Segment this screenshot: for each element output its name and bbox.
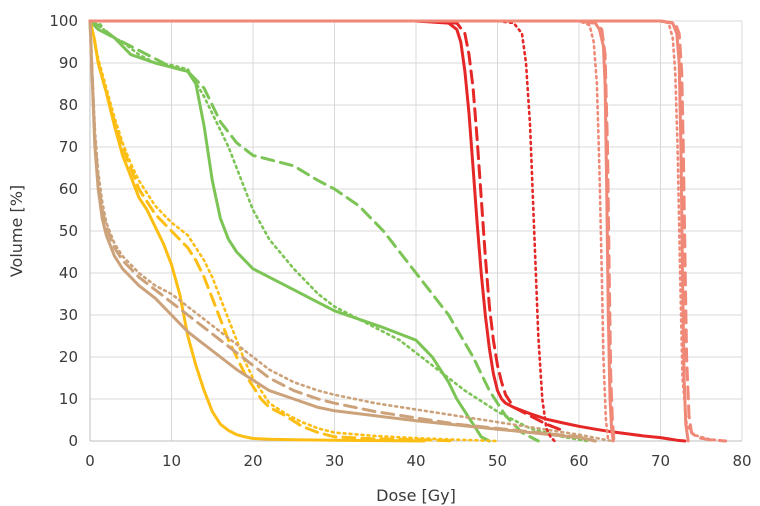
x-tick-label: 20 <box>243 452 262 470</box>
y-tick-label: 30 <box>59 306 78 324</box>
x-tick-label: 50 <box>488 452 507 470</box>
x-tick-label: 80 <box>732 452 751 470</box>
series-line-solid <box>88 19 597 443</box>
series-line-dotted <box>88 19 613 443</box>
y-tick-label: 20 <box>59 348 78 366</box>
y-tick-label: 80 <box>59 96 78 114</box>
series-line-dotted <box>88 19 589 443</box>
x-tick-label: 60 <box>569 452 588 470</box>
y-tick-label: 40 <box>59 264 78 282</box>
x-tick-label: 70 <box>651 452 670 470</box>
y-tick-label: 50 <box>59 222 78 240</box>
x-tick-label: 0 <box>85 452 95 470</box>
x-tick-label: 40 <box>406 452 425 470</box>
tick-labels: 0 10 20 30 40 50 60 70 80 90 100 0 10 20 30 40 50 60 70 80 <box>49 12 751 470</box>
y-axis-title: Volume [%] <box>7 185 26 277</box>
series-line-dashed <box>88 19 565 432</box>
y-tick-label: 10 <box>59 390 78 408</box>
series-line-dotted <box>88 19 499 443</box>
y-tick-label: 90 <box>59 54 78 72</box>
series-group <box>88 19 728 443</box>
grid <box>90 20 743 441</box>
y-tick-label: 70 <box>59 138 78 156</box>
series-line-dashed <box>88 19 459 443</box>
series-line-dotted <box>88 19 556 443</box>
y-tick-label: 0 <box>68 432 78 450</box>
y-tick-label: 60 <box>59 180 78 198</box>
x-axis-title: Dose [Gy] <box>376 486 456 505</box>
series-line-solid <box>88 19 687 443</box>
x-tick-label: 30 <box>325 452 344 470</box>
series-line-solid <box>88 19 426 443</box>
y-tick-label: 100 <box>49 12 78 30</box>
series-line-dotted <box>88 19 728 443</box>
series-line-dashed <box>88 19 540 443</box>
x-tick-label: 10 <box>162 452 181 470</box>
